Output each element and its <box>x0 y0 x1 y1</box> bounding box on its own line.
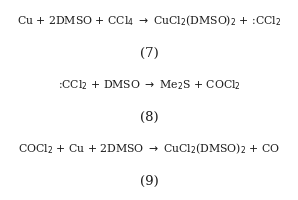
Text: (7): (7) <box>140 46 158 60</box>
Text: Cu + 2DMSO + CCl$_4$ $\rightarrow$ CuCl$_2$(DMSO)$_2$ + :CCl$_2$: Cu + 2DMSO + CCl$_4$ $\rightarrow$ CuCl$… <box>17 14 281 28</box>
Text: (9): (9) <box>140 174 158 188</box>
Text: (8): (8) <box>140 110 158 123</box>
Text: :CCl$_2$ + DMSO $\rightarrow$ Me$_2$S + COCl$_2$: :CCl$_2$ + DMSO $\rightarrow$ Me$_2$S + … <box>58 78 240 92</box>
Text: COCl$_2$ + Cu + 2DMSO $\rightarrow$ CuCl$_2$(DMSO)$_2$ + CO: COCl$_2$ + Cu + 2DMSO $\rightarrow$ CuCl… <box>18 142 280 156</box>
